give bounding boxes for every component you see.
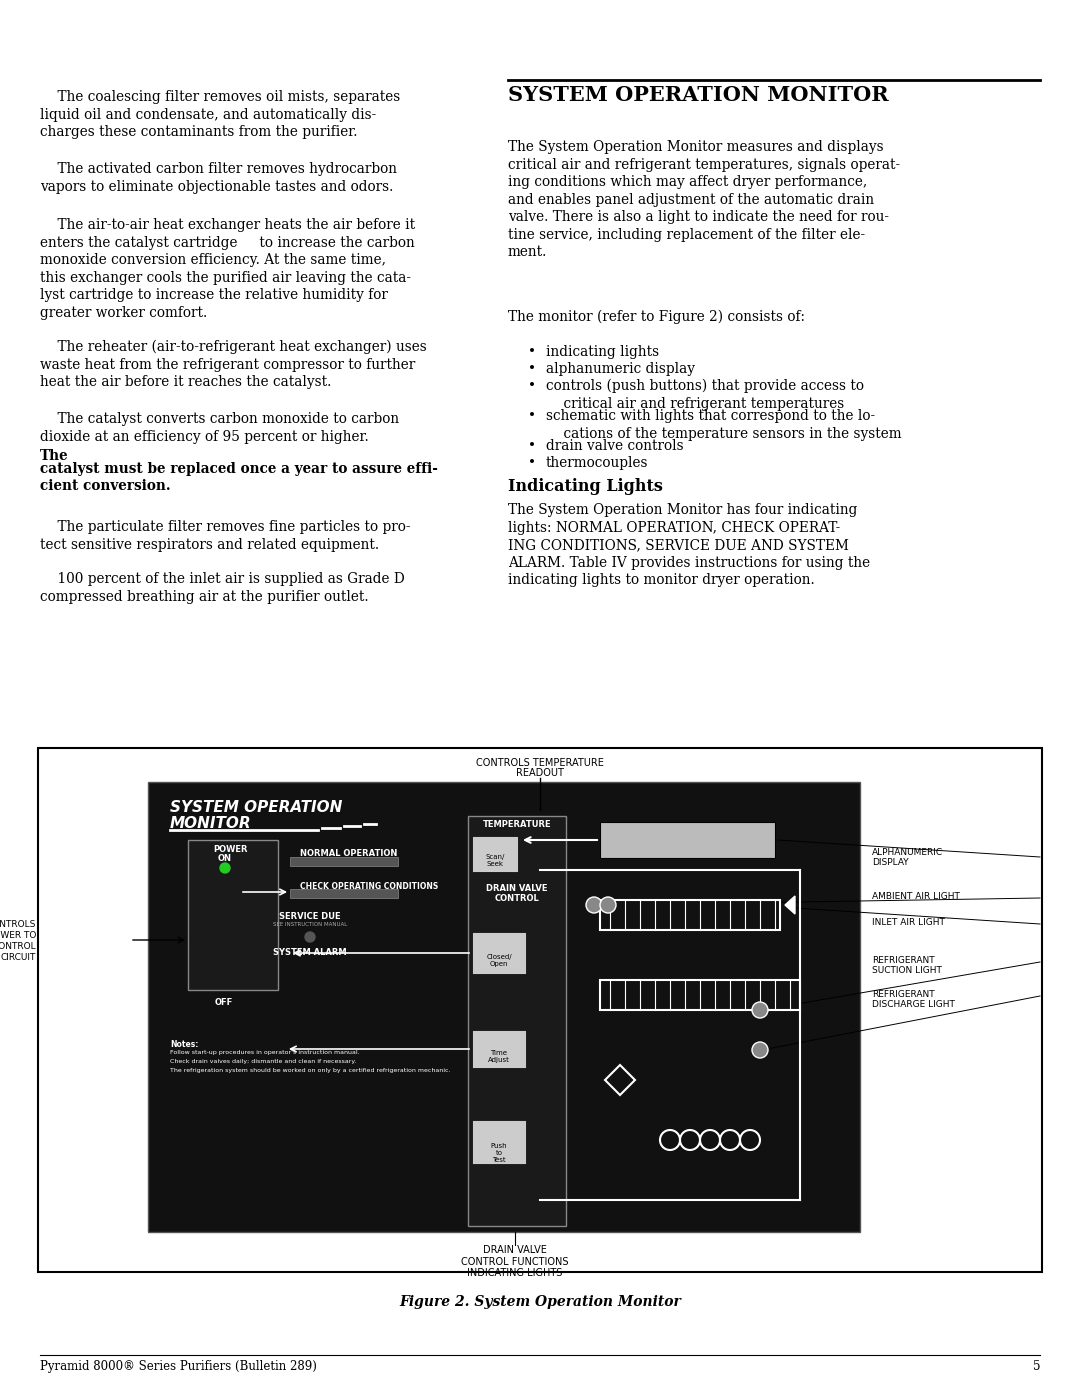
Circle shape	[600, 897, 616, 914]
Text: catalyst must be replaced once a year to assure effi-
cient conversion.: catalyst must be replaced once a year to…	[40, 462, 437, 493]
Circle shape	[752, 1042, 768, 1058]
Text: OFF: OFF	[215, 997, 233, 1007]
Text: 5: 5	[1032, 1361, 1040, 1373]
Text: Closed/
Open: Closed/ Open	[486, 954, 512, 967]
Text: 100 percent of the inlet air is supplied as Grade D
compressed breathing air at : 100 percent of the inlet air is supplied…	[40, 571, 405, 604]
Text: The System Operation Monitor has four indicating
lights: NORMAL OPERATION, CHECK: The System Operation Monitor has four in…	[508, 503, 870, 587]
Text: READOUT: READOUT	[516, 768, 564, 778]
Text: Notes:: Notes:	[170, 1039, 199, 1049]
Polygon shape	[785, 895, 795, 914]
Text: AMBIENT AIR LIGHT: AMBIENT AIR LIGHT	[872, 893, 960, 901]
Text: The activated carbon filter removes hydrocarbon
vapors to eliminate objectionabl: The activated carbon filter removes hydr…	[40, 162, 397, 194]
Text: •: •	[528, 362, 536, 376]
Text: The refrigeration system should be worked on only by a certified refrigeration m: The refrigeration system should be worke…	[170, 1067, 450, 1073]
Text: CONTROLS TEMPERATURE: CONTROLS TEMPERATURE	[476, 759, 604, 768]
Text: drain valve controls: drain valve controls	[546, 439, 684, 453]
Text: SUCTION LIGHT: SUCTION LIGHT	[872, 965, 942, 975]
Text: Scan/
Seek: Scan/ Seek	[485, 854, 504, 868]
Text: •: •	[528, 379, 536, 393]
Text: Push
to
Test: Push to Test	[490, 1143, 508, 1162]
Text: POWER: POWER	[213, 845, 247, 854]
Text: •: •	[528, 455, 536, 469]
Bar	[468, 816, 566, 1227]
Text: INLET AIR LIGHT: INLET AIR LIGHT	[872, 918, 945, 928]
Text: The air-to-air heat exchanger heats the air before it
enters the catalyst cartri: The air-to-air heat exchanger heats the …	[40, 218, 415, 320]
Text: thermocouples: thermocouples	[546, 455, 648, 469]
Text: The catalyst converts carbon monoxide to carbon
dioxide at an efficiency of 95 p: The catalyst converts carbon monoxide to…	[40, 412, 400, 443]
Text: The monitor (refer to Figure 2) consists of:: The monitor (refer to Figure 2) consists…	[508, 310, 805, 324]
Text: ALPHANUMERIC: ALPHANUMERIC	[872, 848, 943, 856]
Text: CONTROLS
POWER TO
CONTROL
CIRCUIT: CONTROLS POWER TO CONTROL CIRCUIT	[0, 921, 36, 963]
Bar	[38, 747, 1042, 1273]
Text: SEE INSTRUCTION MANUAL: SEE INSTRUCTION MANUAL	[273, 922, 347, 928]
Bar	[148, 782, 860, 1232]
Text: Time
Adjust: Time Adjust	[488, 1051, 510, 1063]
Text: alphanumeric display: alphanumeric display	[546, 362, 696, 376]
Text: The reheater (air-to-refrigerant heat exchanger) uses
waste heat from the refrig: The reheater (air-to-refrigerant heat ex…	[40, 339, 427, 390]
Bar	[600, 900, 780, 930]
Circle shape	[305, 932, 315, 942]
Text: •: •	[528, 409, 536, 423]
Text: •: •	[528, 345, 536, 359]
Text: SYSTEM ALARM: SYSTEM ALARM	[273, 949, 347, 957]
Text: REFRIGERANT: REFRIGERANT	[872, 990, 934, 999]
Text: SYSTEM OPERATION MONITOR: SYSTEM OPERATION MONITOR	[508, 85, 889, 105]
Text: Follow start-up procedures in operator's instruction manual.: Follow start-up procedures in operator's…	[170, 1051, 360, 1055]
Text: The System Operation Monitor measures and displays
critical air and refrigerant : The System Operation Monitor measures an…	[508, 140, 900, 258]
Text: TEMPERATURE: TEMPERATURE	[483, 820, 551, 828]
Text: CHECK OPERATING CONDITIONS: CHECK OPERATING CONDITIONS	[300, 882, 438, 891]
Bar	[291, 888, 399, 898]
Circle shape	[586, 897, 602, 914]
Text: DRAIN VALVE: DRAIN VALVE	[486, 884, 548, 893]
Bar	[472, 1030, 526, 1067]
Text: ON: ON	[218, 854, 232, 863]
Text: Figure 2. System Operation Monitor: Figure 2. System Operation Monitor	[400, 1295, 680, 1309]
Bar	[472, 1120, 526, 1164]
Bar	[188, 840, 278, 990]
Text: SERVICE DUE: SERVICE DUE	[280, 912, 341, 921]
Text: INDICATING LIGHTS: INDICATING LIGHTS	[468, 1268, 563, 1278]
Bar	[472, 835, 518, 872]
Bar	[472, 932, 526, 974]
Text: schematic with lights that correspond to the lo-
    cations of the temperature : schematic with lights that correspond to…	[546, 409, 902, 440]
Text: The coalescing filter removes oil mists, separates
liquid oil and condensate, an: The coalescing filter removes oil mists,…	[40, 89, 401, 140]
Text: Pyramid 8000® Series Purifiers (Bulletin 289): Pyramid 8000® Series Purifiers (Bulletin…	[40, 1361, 316, 1373]
Text: The particulate filter removes fine particles to pro-
tect sensitive respirators: The particulate filter removes fine part…	[40, 520, 410, 552]
Text: controls (push buttons) that provide access to
    critical air and refrigerant : controls (push buttons) that provide acc…	[546, 379, 864, 411]
Text: MONITOR: MONITOR	[170, 816, 252, 831]
Text: DISCHARGE LIGHT: DISCHARGE LIGHT	[872, 1000, 955, 1009]
Bar	[600, 981, 800, 1010]
Text: CONTROL: CONTROL	[495, 894, 539, 902]
Text: The: The	[40, 448, 69, 462]
Circle shape	[220, 863, 230, 873]
Text: indicating lights: indicating lights	[546, 345, 659, 359]
Text: REFRIGERANT: REFRIGERANT	[872, 956, 934, 965]
Text: SYSTEM OPERATION: SYSTEM OPERATION	[170, 800, 342, 814]
Text: DISPLAY: DISPLAY	[872, 858, 908, 868]
Text: NORMAL OPERATION: NORMAL OPERATION	[300, 849, 397, 858]
Text: •: •	[528, 439, 536, 453]
Text: Indicating Lights: Indicating Lights	[508, 478, 663, 495]
Text: Check drain valves daily; dismantle and clean if necessary.: Check drain valves daily; dismantle and …	[170, 1059, 356, 1065]
Bar	[291, 856, 399, 866]
Circle shape	[752, 1002, 768, 1018]
Text: DRAIN VALVE
CONTROL FUNCTIONS: DRAIN VALVE CONTROL FUNCTIONS	[461, 1245, 569, 1267]
Bar	[600, 821, 775, 858]
